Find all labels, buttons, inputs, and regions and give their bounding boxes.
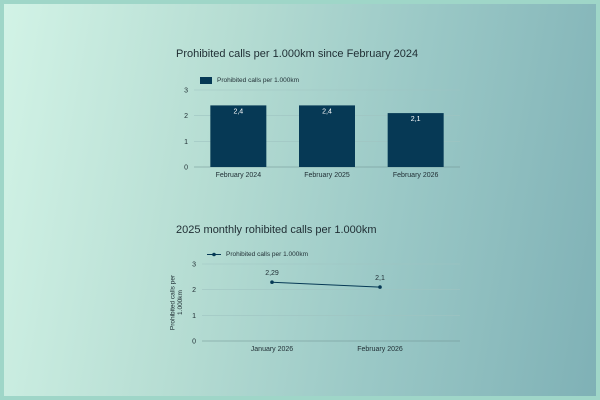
bar-chart-title: Prohibited calls per 1.000km since Febru… <box>176 48 419 60</box>
line-point <box>270 280 274 285</box>
bar-y-tick-label: 1 <box>184 139 188 146</box>
line-data-label: 2,1 <box>375 275 385 282</box>
bar-y-tick-label: 2 <box>184 113 188 120</box>
line-legend-marker <box>207 252 221 257</box>
bar-data-label: 2,4 <box>233 108 243 115</box>
bar <box>299 105 355 167</box>
line-x-tick-label: February 2026 <box>357 346 403 353</box>
bar <box>387 113 444 167</box>
bar-data-label: 2,4 <box>322 108 332 115</box>
line-y-axis-label: Prohibited calls per1.000km <box>170 274 184 330</box>
line-chart-legend: Prohibited calls per 1.000km <box>207 251 308 258</box>
bar <box>210 105 267 167</box>
bar-x-tick-label: February 2024 <box>216 172 262 179</box>
bar-data-label: 2,1 <box>411 116 421 123</box>
bar-y-tick-label: 0 <box>184 165 188 172</box>
line-data-label: 2,29 <box>265 270 279 277</box>
line-legend-label: Prohibited calls per 1.000km <box>226 251 309 258</box>
bar-x-tick-label: February 2025 <box>304 172 350 179</box>
line-y-tick-label: 1 <box>192 313 196 320</box>
bar-x-tick-label: February 2026 <box>393 172 439 179</box>
series-line <box>271 281 381 288</box>
line-y-tick-label: 0 <box>192 339 196 346</box>
line-chart-title: 2025 monthly rohibited calls per 1.000km <box>176 224 377 236</box>
bar-y-tick-label: 3 <box>184 88 188 95</box>
bar-legend-swatch <box>200 77 212 84</box>
line-point <box>378 285 382 289</box>
line-y-tick-label: 2 <box>192 287 196 294</box>
bar-chart-legend: Prohibited calls per 1.000km <box>200 77 299 84</box>
bar-legend-label: Prohibited calls per 1.000km <box>217 77 300 84</box>
line-y-tick-label: 3 <box>192 262 196 269</box>
line-x-tick-label: January 2026 <box>251 346 294 353</box>
